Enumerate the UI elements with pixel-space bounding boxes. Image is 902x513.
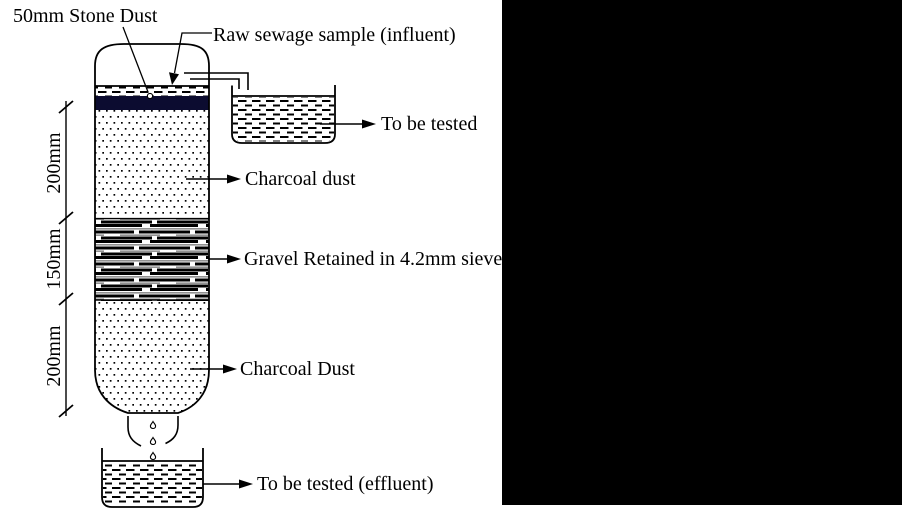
siphon-pipe [184,72,249,90]
callouts: 50mm Stone Dust Raw sewage sample (influ… [13,5,502,495]
raw-sewage-layer [95,86,209,96]
effluent-beaker-outline [101,448,204,508]
pipe-outer-wall [184,72,249,90]
droplets [149,420,157,460]
filter-column [94,43,210,414]
dimension-tick [58,100,74,114]
leader-terminator-icon [146,92,154,100]
charcoal-upper-label: Charcoal dust [245,168,356,190]
dimension-label-upper-charcoal: 200mm [43,132,65,194]
droplet-icon [149,420,157,429]
funnel-left-wall [127,416,142,447]
right-arrowhead-icon [223,364,237,374]
black-mask [502,0,902,505]
gravel-label: Gravel Retained in 4.2mm sieve [244,248,502,270]
pipe-inner-wall [190,78,240,89]
droplet-icon [149,451,157,460]
influent-label: Raw sewage sample (influent) [213,24,456,46]
right-arrowhead-icon [362,119,376,129]
stone-dust-leader-line [122,26,149,93]
right-arrowhead-icon [239,479,253,489]
influent-beaker-outline [231,85,336,144]
funnel-right-wall [165,416,179,445]
dimension-label-gravel: 150mm [43,228,65,290]
charcoal-upper-layer [95,110,209,218]
tested-top-label: To be tested [381,113,477,135]
charcoal-lower-label: Charcoal Dust [240,358,355,380]
stone-dust-layer [95,96,209,110]
outlet-funnel [127,416,179,447]
down-arrowhead-icon [169,72,179,85]
charcoal-lower-layer [95,301,209,413]
stone-dust-label: 50mm Stone Dust [13,5,158,27]
right-arrowhead-icon [227,254,241,264]
droplet-icon [149,436,157,445]
column-outline [94,43,210,414]
influent-beaker [231,85,336,144]
effluent-beaker-liquid [103,462,202,505]
dimension-guide: 200mm 150mm 200mm [43,100,74,418]
tested-bottom-label: To be tested (effluent) [257,473,434,495]
gravel-layer [95,218,209,301]
dimension-tick [58,404,74,418]
influent-leader-line [173,32,212,74]
influent-beaker-liquid [233,97,334,142]
dimension-label-lower-charcoal: 200mm [43,325,65,387]
effluent-beaker [101,448,204,508]
dimension-tick [58,211,74,225]
dimension-tick [58,292,74,306]
right-arrowhead-icon [227,174,241,184]
